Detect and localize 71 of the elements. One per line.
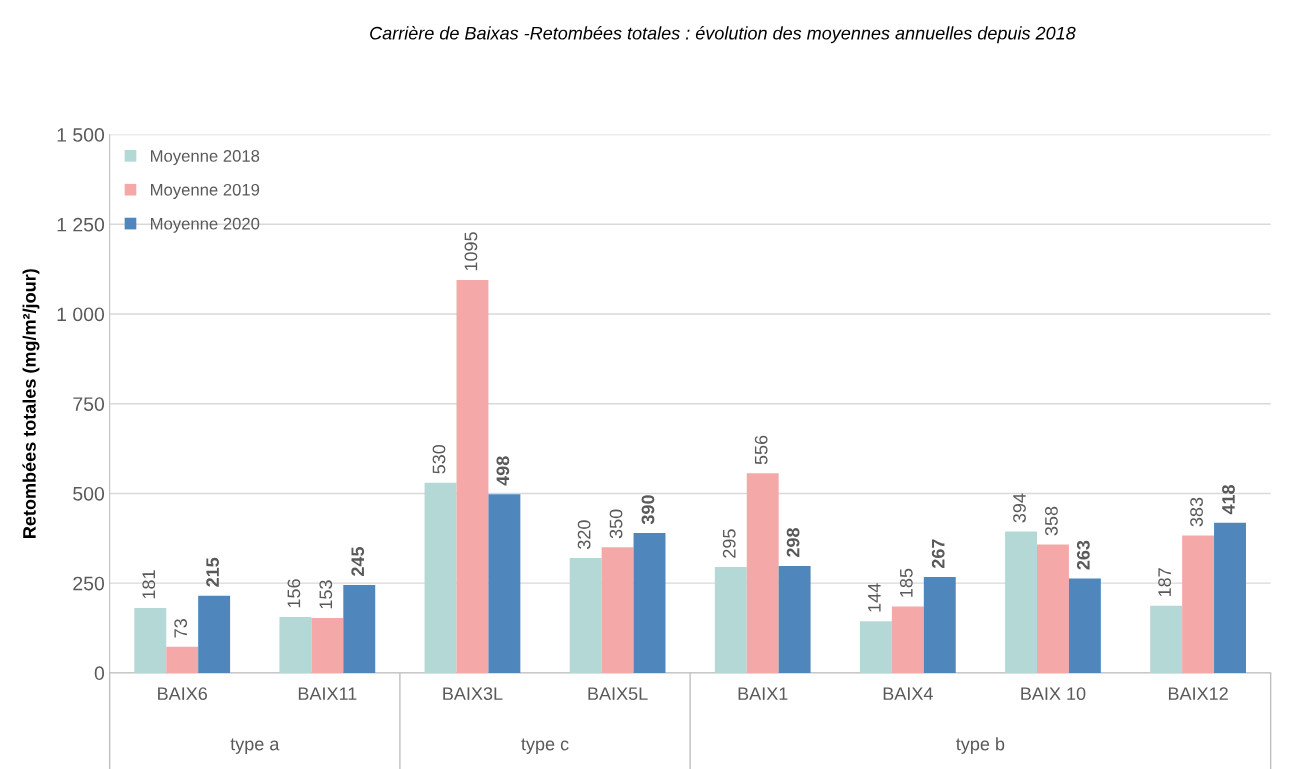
- legend-label: Moyenne 2019: [151, 183, 260, 199]
- legend-label: Moyenne 2020: [151, 217, 260, 233]
- y-tick-label: 0: [94, 666, 105, 681]
- x-tick-label: BAIX3L: [443, 687, 503, 701]
- bar: [343, 584, 376, 673]
- bar: [166, 646, 199, 673]
- bar: [488, 494, 521, 673]
- data-label: 73: [174, 619, 188, 638]
- bar: [601, 547, 634, 673]
- data-label: 267: [931, 539, 945, 569]
- bar: [424, 482, 457, 673]
- data-label: 418: [1222, 484, 1235, 515]
- y-tick-label: 1 500: [57, 128, 105, 142]
- chart-title: Carrière de Baixas -Retombées totales : évolution des moyennes annuelles depuis 2018: [370, 26, 1076, 44]
- bar: [198, 595, 231, 673]
- text: type c: [521, 738, 569, 754]
- y-tick-label: 500: [73, 486, 105, 501]
- data-label: 187: [1158, 568, 1172, 597]
- bar: [633, 532, 666, 673]
- data-label: 390: [641, 495, 655, 525]
- bar: [1037, 544, 1069, 673]
- x-tick-label: BAIX6: [158, 687, 208, 701]
- y-tick-label: 1 250: [57, 217, 105, 232]
- data-label: 530: [432, 444, 446, 474]
- data-label: 215: [206, 557, 219, 587]
- data-label: 498: [496, 456, 510, 486]
- bar: [1214, 522, 1246, 673]
- data-label: 298: [786, 528, 800, 557]
- bar: [1005, 531, 1037, 673]
- bar: [1182, 535, 1215, 673]
- x-tick-label: BAIX1: [738, 687, 788, 700]
- data-label: 153: [319, 580, 333, 609]
- data-label: 358: [1045, 506, 1058, 536]
- data-label: 181: [142, 570, 156, 599]
- bar: [923, 577, 956, 673]
- data-label: 156: [287, 579, 301, 608]
- bar: [456, 279, 489, 673]
- x-tick-label: BAIX12: [1168, 687, 1228, 700]
- x-tick-label: BAIX11: [298, 687, 357, 700]
- bar: [746, 473, 779, 673]
- bar: [714, 567, 747, 673]
- text: type b: [956, 737, 1005, 754]
- data-label: 320: [577, 520, 591, 550]
- x-tick-label: BAIX5L: [588, 687, 648, 701]
- bar: [1068, 578, 1101, 673]
- bar: [134, 607, 167, 673]
- data-label: 245: [351, 547, 365, 576]
- data-label: 1095: [464, 232, 478, 271]
- y-axis-title: Retombées totales (mg/m²/jour): [22, 269, 40, 538]
- y-tick-label: 250: [73, 576, 105, 591]
- x-tick-label: BAIX 10: [1021, 687, 1086, 701]
- data-label: 394: [1013, 493, 1026, 523]
- bar: [279, 616, 312, 673]
- data-label: 295: [722, 529, 736, 558]
- bar: [778, 565, 811, 673]
- y-tick-label: 750: [73, 397, 105, 411]
- x-tick-label: BAIX4: [883, 687, 933, 700]
- text: type a: [230, 738, 280, 754]
- legend-label: Moyenne 2018: [151, 150, 260, 166]
- data-label: 263: [1076, 540, 1090, 570]
- bar: [859, 621, 892, 673]
- data-label: 556: [754, 435, 768, 465]
- y-tick-label: 1 000: [57, 307, 105, 322]
- bar: [569, 558, 602, 673]
- data-label: 144: [868, 583, 881, 612]
- bar: [1150, 605, 1183, 673]
- data-label: 383: [1190, 497, 1203, 527]
- bar: [891, 606, 924, 673]
- bar: [311, 617, 344, 673]
- data-label: 185: [899, 568, 913, 597]
- data-label: 350: [609, 509, 623, 539]
